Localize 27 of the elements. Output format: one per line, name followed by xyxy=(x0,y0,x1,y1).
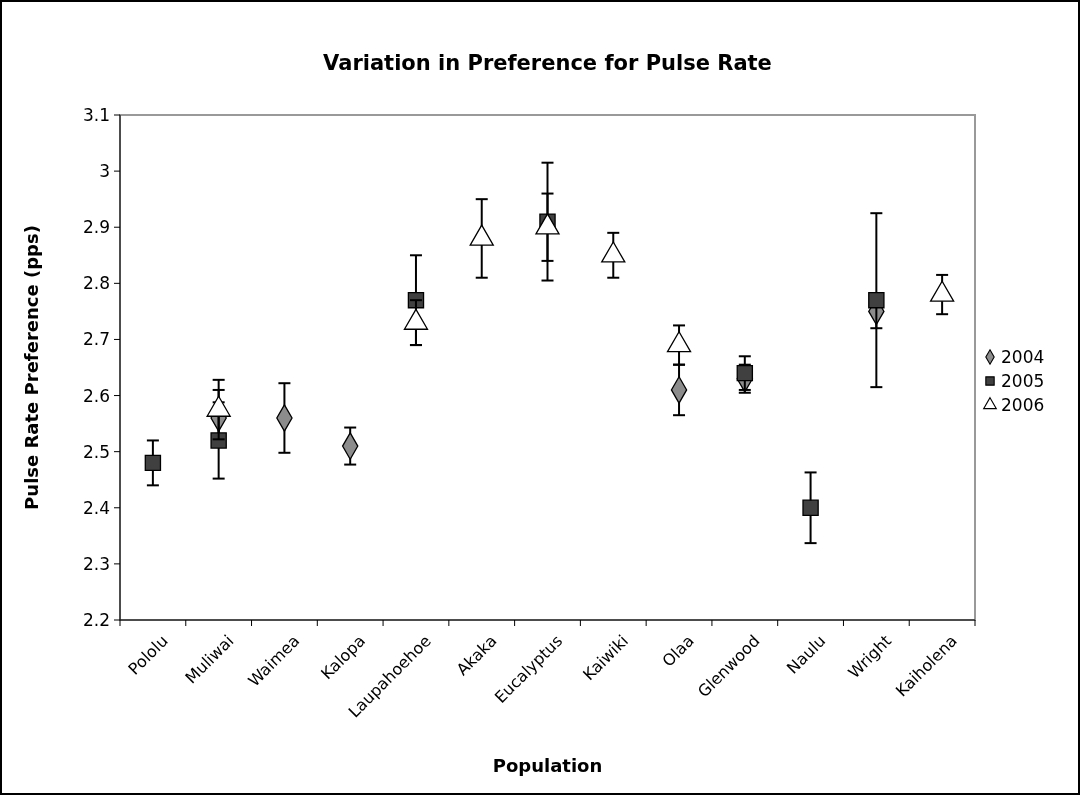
legend-label: 2006 xyxy=(1001,394,1045,415)
point xyxy=(736,364,754,382)
point xyxy=(403,308,429,330)
y-tick-label: 2.7 xyxy=(82,329,110,350)
y-tick-label: 2.6 xyxy=(82,385,110,406)
legend-label: 2005 xyxy=(1001,370,1045,391)
y-tick-label: 3 xyxy=(99,161,110,182)
y-tick-label: 2.2 xyxy=(82,609,110,630)
y-tick-label: 2.3 xyxy=(82,553,110,574)
chart-title: Variation in Preference for Pulse Rate xyxy=(323,51,772,75)
y-tick-label: 3.1 xyxy=(82,104,110,125)
y-tick-label: 2.9 xyxy=(82,217,110,238)
point xyxy=(469,224,494,246)
x-axis-title: Population xyxy=(492,755,603,776)
y-axis-title: Pulse Rate Preference (pps) xyxy=(21,225,42,510)
y-tick-label: 2.8 xyxy=(82,273,110,294)
point xyxy=(868,291,885,309)
point xyxy=(144,454,162,472)
y-tick-label: 2.5 xyxy=(82,441,110,462)
legend-label: 2004 xyxy=(1001,346,1045,367)
point xyxy=(601,241,626,263)
point xyxy=(929,280,955,302)
y-tick-label: 2.4 xyxy=(82,497,110,518)
point xyxy=(535,213,560,235)
x-tick-label: Olaa xyxy=(658,631,698,671)
point xyxy=(666,331,692,353)
point xyxy=(802,499,819,517)
